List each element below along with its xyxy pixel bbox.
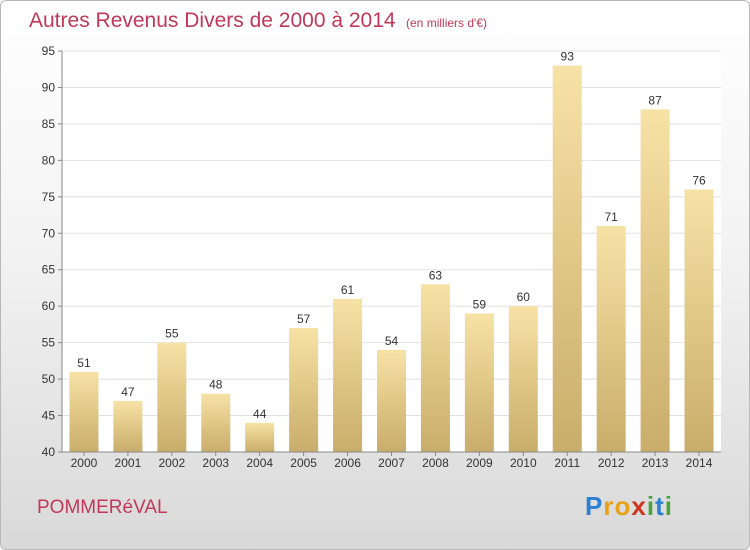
bar-2013 — [640, 109, 670, 452]
y-tick-label: 45 — [42, 409, 56, 423]
data-label: 54 — [385, 334, 399, 348]
data-label: 59 — [473, 297, 487, 311]
y-tick-label: 70 — [42, 226, 56, 240]
x-tick-label: 2014 — [686, 456, 713, 470]
bar-2004 — [245, 422, 275, 452]
logo-letter: i — [664, 491, 673, 521]
bar-2005 — [289, 328, 319, 452]
x-tick-label: 2011 — [554, 456, 580, 470]
y-tick-label: 50 — [42, 372, 56, 386]
bar-2002 — [157, 342, 187, 452]
bar-2001 — [113, 400, 143, 452]
x-tick-label: 2002 — [158, 456, 185, 470]
bar-2011 — [552, 65, 582, 452]
data-label: 57 — [297, 312, 311, 326]
bar-2006 — [333, 298, 363, 452]
chart-subtitle: (en milliers d'€) — [406, 16, 487, 30]
bar-2008 — [420, 284, 450, 452]
bar-2014 — [684, 189, 714, 452]
logo-letter: P — [585, 491, 604, 521]
y-tick-label: 80 — [42, 153, 56, 167]
x-tick-label: 2009 — [466, 456, 493, 470]
y-tick-label: 95 — [42, 44, 56, 58]
bar-2012 — [596, 225, 626, 452]
bar-2010 — [508, 306, 538, 452]
logo-letter: i — [646, 491, 656, 521]
x-tick-label: 2004 — [246, 456, 273, 470]
x-tick-label: 2001 — [115, 456, 142, 470]
x-tick-label: 2012 — [598, 456, 625, 470]
chart-title-text: Autres Revenus Divers de 2000 à 2014 — [29, 9, 396, 32]
bar-2000 — [69, 371, 99, 452]
data-label: 51 — [77, 356, 91, 370]
x-tick-label: 2007 — [378, 456, 405, 470]
logo-letter: x — [631, 491, 647, 521]
logo-letter: t — [655, 491, 665, 521]
bar-2003 — [201, 393, 231, 452]
x-tick-label: 2008 — [422, 456, 449, 470]
commune-name: POMMERéVAL — [37, 497, 168, 518]
bar-2009 — [464, 313, 494, 452]
y-tick-label: 75 — [42, 190, 56, 204]
data-label: 71 — [604, 210, 618, 224]
data-label: 47 — [121, 385, 135, 399]
logo-letter: o — [614, 491, 632, 521]
y-tick-label: 55 — [42, 336, 56, 350]
chart-title: Autres Revenus Divers de 2000 à 2014 (en… — [29, 9, 487, 33]
x-tick-label: 2000 — [71, 456, 98, 470]
data-label: 93 — [561, 50, 575, 64]
data-label: 87 — [648, 93, 662, 107]
x-tick-label: 2013 — [642, 456, 669, 470]
data-label: 63 — [429, 268, 443, 282]
y-tick-label: 90 — [42, 80, 56, 94]
data-label: 55 — [165, 327, 179, 341]
x-tick-label: 2003 — [202, 456, 229, 470]
x-tick-label: 2010 — [510, 456, 537, 470]
x-tick-label: 2005 — [290, 456, 317, 470]
y-tick-label: 60 — [42, 299, 56, 313]
data-label: 44 — [253, 407, 267, 421]
data-label: 48 — [209, 378, 223, 392]
x-tick-label: 2006 — [334, 456, 361, 470]
bar-2007 — [377, 349, 406, 452]
data-label: 61 — [341, 283, 355, 297]
y-tick-label: 65 — [42, 263, 56, 277]
logo-letter: r — [603, 491, 615, 521]
y-tick-label: 40 — [42, 445, 56, 459]
data-label: 60 — [517, 290, 531, 304]
data-label: 76 — [692, 174, 706, 188]
y-tick-label: 85 — [42, 117, 56, 131]
proxiti-logo: Proxiti — [585, 491, 673, 522]
